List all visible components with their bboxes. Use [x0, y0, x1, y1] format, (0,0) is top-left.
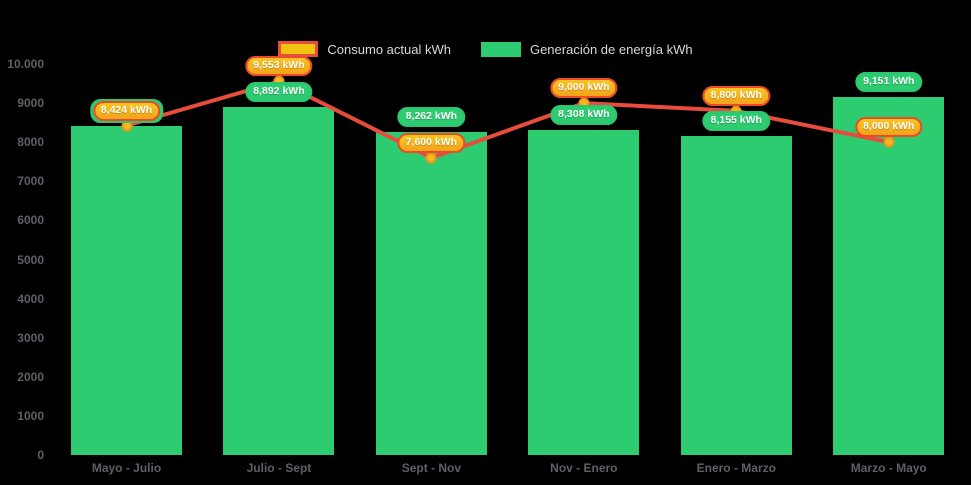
legend: Consumo actual kWh Generación de energía… — [0, 40, 971, 58]
y-tick-label: 3000 — [17, 330, 44, 345]
y-tick-label: 5000 — [17, 252, 44, 267]
x-category-label: Sept - Nov — [401, 461, 462, 475]
y-tick-label: 7000 — [17, 174, 44, 189]
generation-bar[interactable] — [375, 131, 487, 455]
x-category-label: Marzo - Mayo — [850, 461, 927, 475]
y-tick-label: 9000 — [17, 96, 44, 111]
generation-value-label: 8,155 kWh — [702, 111, 770, 132]
legend-item-generacion[interactable]: Generación de energía kWh — [480, 41, 693, 57]
consumption-point[interactable] — [883, 136, 895, 148]
y-tick-label: 2000 — [17, 369, 44, 384]
generacion-swatch-icon — [480, 41, 521, 57]
y-tick-label: 0 — [37, 448, 44, 462]
x-category-label: Julio - Sept — [246, 461, 312, 475]
generation-bar[interactable] — [528, 130, 640, 455]
y-tick-label: 8000 — [17, 135, 44, 150]
consumption-value-label: 8,800 kWh — [702, 85, 770, 106]
generation-value-label: 8,262 kWh — [397, 106, 466, 127]
generation-value-label: 8,308 kWh — [550, 105, 618, 126]
generation-value-label: 9,151 kWh — [855, 72, 923, 93]
consumption-value-label: 7,600 kWh — [397, 132, 466, 153]
consumo-swatch-icon — [278, 41, 319, 57]
consumption-value-label: 9,000 kWh — [550, 78, 618, 99]
y-tick-label: 1000 — [17, 408, 44, 423]
legend-item-consumo[interactable]: Consumo actual kWh — [278, 41, 451, 57]
generation-bar[interactable] — [223, 107, 335, 455]
consumption-value-label: 8,000 kWh — [855, 117, 923, 138]
generation-value-label: 8,892 kWh — [245, 82, 313, 103]
legend-label-generacion: Generación de energía kWh — [529, 41, 693, 57]
consumption-value-label: 8,424 kWh — [92, 100, 161, 121]
legend-label-consumo: Consumo actual kWh — [327, 41, 451, 57]
consumption-point[interactable] — [425, 152, 437, 164]
x-category-label: Enero - Marzo — [696, 461, 776, 475]
y-tick-label: 4000 — [17, 291, 44, 306]
generation-bar[interactable] — [680, 136, 792, 455]
consumption-value-label: 9,553 kWh — [245, 56, 313, 77]
generation-bar[interactable] — [71, 125, 182, 455]
x-category-label: Mayo - Julio — [91, 461, 162, 475]
x-category-label: Nov - Enero — [550, 461, 618, 475]
y-tick-label: 6000 — [17, 213, 44, 228]
y-tick-label: 10.000 — [7, 57, 44, 71]
generation-bar[interactable] — [833, 97, 945, 455]
